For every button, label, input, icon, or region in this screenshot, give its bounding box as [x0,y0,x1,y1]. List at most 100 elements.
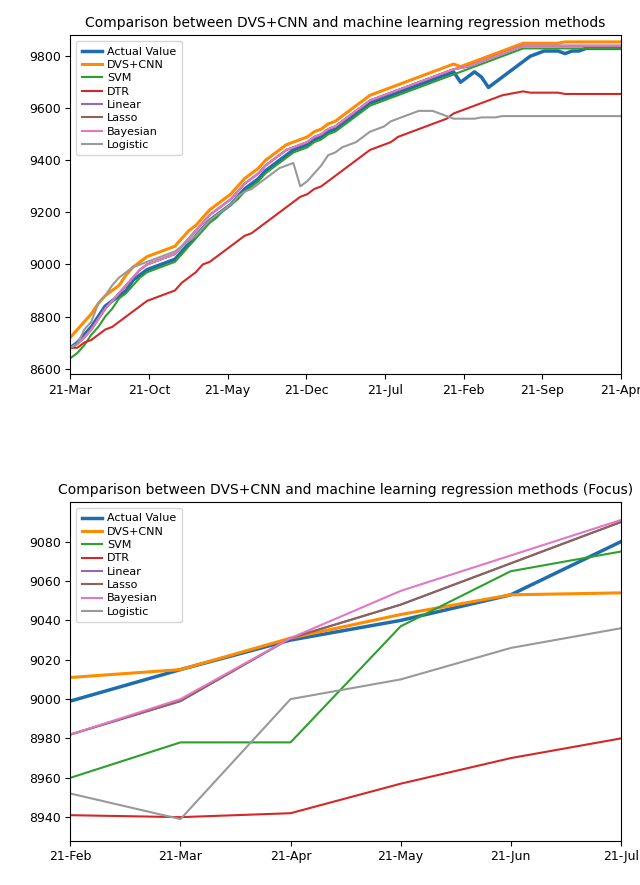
Lasso [617,517,625,527]
Bayesian [67,342,74,353]
Actual Value [507,589,515,600]
DTR [401,129,409,140]
DVS+CNN [617,36,625,47]
Line: Linear: Linear [70,46,621,348]
Lasso [617,41,625,51]
DVS+CNN [394,80,402,90]
Linear [67,729,74,740]
Logistic [401,111,409,121]
Actual Value [177,665,184,675]
Actual Value [67,696,74,706]
Logistic [394,113,402,124]
Bayesian [397,586,404,596]
DVS+CNN [443,61,451,72]
DTR [310,184,318,195]
Logistic [429,105,436,116]
Logistic [67,342,74,353]
DVS+CNN [561,36,569,47]
Linear [394,85,402,96]
Bayesian [401,82,409,93]
Lasso [443,66,451,77]
Lasso [310,132,318,142]
SVM [397,621,404,632]
Bayesian [394,85,402,96]
Bayesian [520,41,527,51]
SVM [617,43,625,54]
SVM [422,80,429,90]
Lasso [422,74,429,85]
Line: Bayesian: Bayesian [70,46,621,348]
DTR [287,808,294,819]
Lasso [287,633,294,643]
Actual Value [422,77,429,88]
DTR [443,113,451,124]
DTR [617,733,625,743]
Actual Value [394,88,402,98]
Title: Comparison between DVS+CNN and machine learning regression methods: Comparison between DVS+CNN and machine l… [85,16,606,30]
SVM [617,546,625,557]
Lasso [67,342,74,353]
Actual Value [397,615,404,626]
Actual Value [443,69,451,80]
Logistic [397,674,404,685]
Bayesian [287,633,294,643]
Logistic [507,643,515,653]
DVS+CNN [617,588,625,598]
Line: Actual Value: Actual Value [70,542,621,701]
DTR [507,753,515,764]
DVS+CNN [177,665,184,675]
DTR [520,86,527,96]
Line: Lasso: Lasso [70,522,621,735]
Bayesian [443,66,451,77]
SVM [401,88,409,98]
Linear [422,74,429,85]
Bayesian [422,74,429,85]
Title: Comparison between DVS+CNN and machine learning regression methods (Focus): Comparison between DVS+CNN and machine l… [58,483,633,497]
Linear [67,342,74,353]
Bayesian [507,550,515,561]
Logistic [310,168,318,179]
Line: Bayesian: Bayesian [70,520,621,735]
DVS+CNN [67,672,74,682]
Linear [520,41,527,51]
SVM [507,566,515,576]
Linear [287,633,294,643]
Lasso [561,41,569,51]
Linear [397,599,404,610]
Line: Logistic: Logistic [70,628,621,820]
Linear [507,558,515,569]
SVM [177,737,184,748]
Lasso [67,729,74,740]
Linear [443,66,451,77]
DVS+CNN [507,589,515,600]
Lasso [394,85,402,96]
DTR [561,88,569,99]
Lasso [397,599,404,610]
DTR [177,812,184,822]
Line: SVM: SVM [70,551,621,778]
DVS+CNN [67,332,74,342]
Line: DVS+CNN: DVS+CNN [70,42,621,337]
SVM [310,137,318,148]
Bayesian [617,41,625,51]
Line: DVS+CNN: DVS+CNN [70,593,621,677]
Logistic [617,623,625,634]
DVS+CNN [401,77,409,88]
Bayesian [177,694,184,704]
Line: DTR: DTR [70,91,621,348]
Linear [617,41,625,51]
DTR [617,88,625,99]
Actual Value [401,85,409,96]
Bayesian [310,132,318,142]
SVM [561,43,569,54]
Lasso [507,558,515,569]
Actual Value [617,43,625,54]
Actual Value [310,135,318,145]
DVS+CNN [397,609,404,620]
Bayesian [67,729,74,740]
Line: SVM: SVM [70,49,621,358]
SVM [520,43,527,54]
Linear [177,696,184,706]
Linear [617,517,625,527]
DTR [67,342,74,353]
